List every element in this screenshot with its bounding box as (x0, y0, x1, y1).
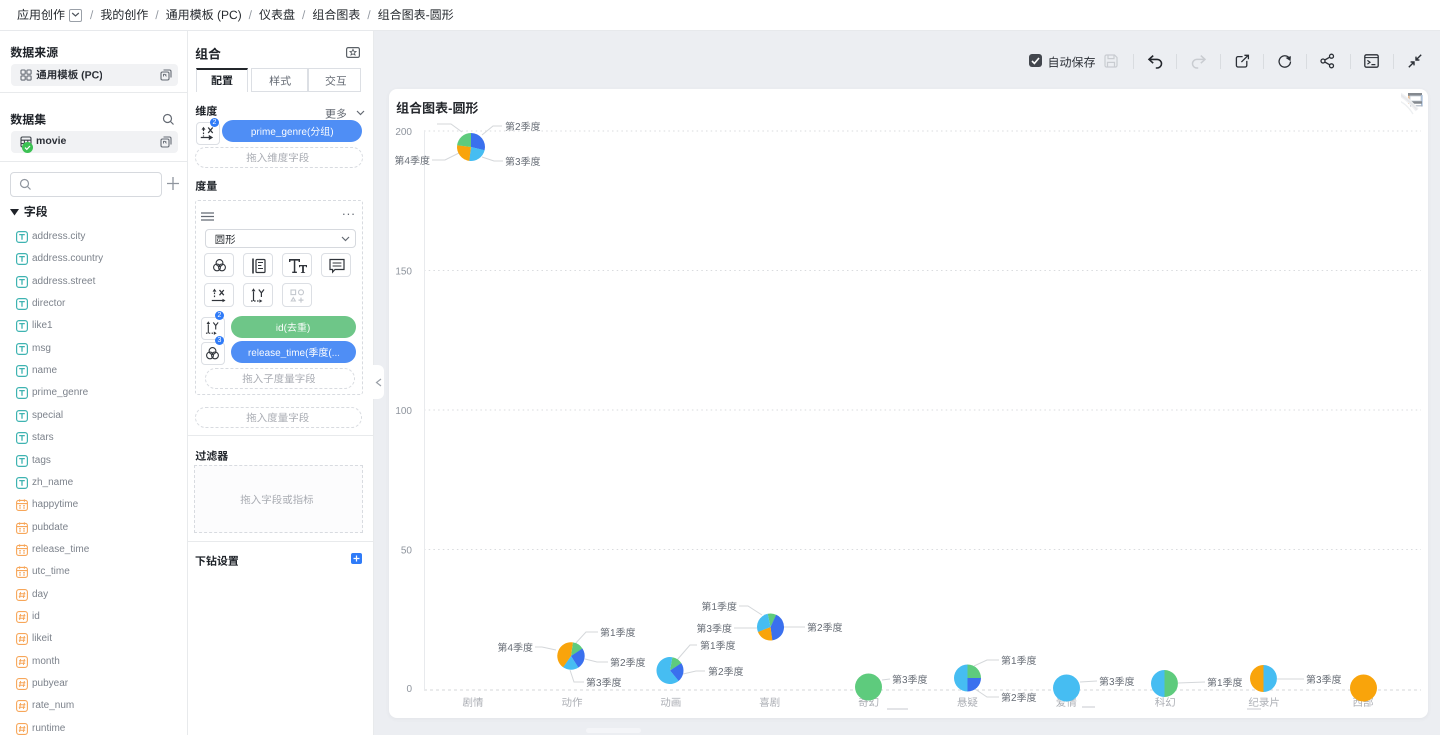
svg-text:0: 0 (406, 684, 412, 695)
svg-text:50: 50 (401, 546, 413, 557)
svg-text:200: 200 (395, 127, 412, 138)
svg-text:150: 150 (395, 267, 412, 278)
svg-text:100: 100 (395, 406, 412, 417)
